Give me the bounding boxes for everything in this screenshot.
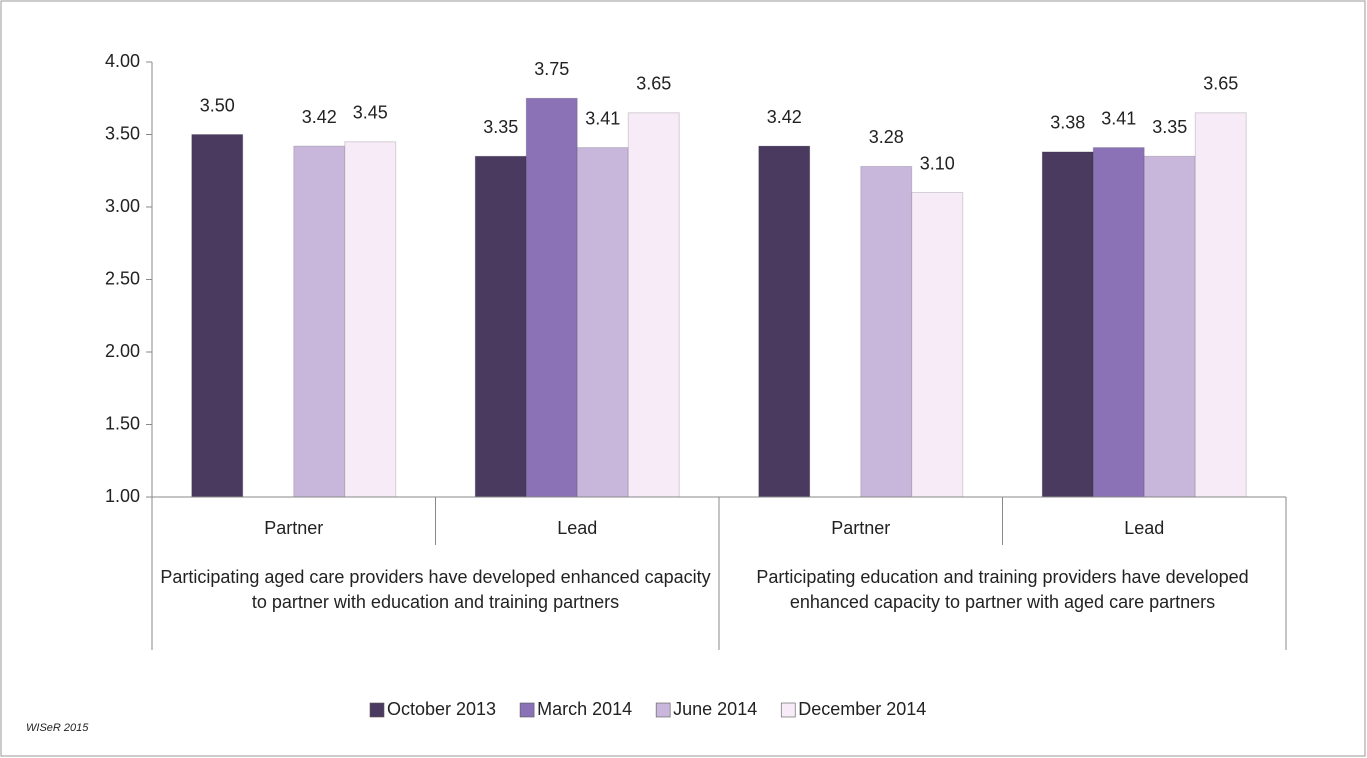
- legend-label: June 2014: [673, 699, 757, 719]
- value-label: 3.41: [585, 108, 620, 128]
- y-tick-label: 2.50: [105, 268, 140, 288]
- x-tick-label: Partner: [831, 518, 890, 538]
- bar: [293, 145, 346, 498]
- legend-swatch: [780, 702, 796, 718]
- legend-swatch: [369, 702, 385, 718]
- bar: [1194, 112, 1247, 498]
- bar: [911, 192, 964, 498]
- bar: [344, 141, 397, 498]
- value-label: 3.75: [534, 59, 569, 79]
- value-label: 3.41: [1101, 108, 1136, 128]
- value-label: 3.65: [1203, 74, 1238, 94]
- bar: [860, 165, 913, 498]
- y-tick-label: 1.50: [105, 413, 140, 433]
- bar: [1143, 155, 1196, 498]
- group-label: Participating education and training pro…: [756, 567, 1249, 612]
- value-label: 3.38: [1050, 113, 1085, 133]
- source-note: WISeR 2015: [26, 722, 89, 734]
- legend-label: October 2013: [387, 699, 496, 719]
- value-label: 3.50: [200, 95, 235, 115]
- y-tick-label: 4.00: [105, 51, 140, 71]
- y-tick-label: 3.00: [105, 196, 140, 216]
- y-tick-label: 3.50: [105, 123, 140, 143]
- bar: [1041, 151, 1094, 498]
- legend-swatch: [519, 702, 535, 718]
- group-label: Participating aged care providers have d…: [160, 567, 711, 612]
- bar: [758, 145, 811, 498]
- y-tick-label: 1.00: [105, 486, 140, 506]
- value-label: 3.65: [636, 74, 671, 94]
- legend-swatch: [655, 702, 671, 718]
- x-tick-label: Lead: [557, 518, 597, 538]
- bar: [627, 112, 680, 498]
- bar: [474, 155, 527, 498]
- value-label: 3.45: [353, 103, 388, 123]
- bar: [1092, 147, 1145, 498]
- bar: [525, 97, 578, 498]
- x-tick-label: Lead: [1124, 518, 1164, 538]
- value-label: 3.35: [483, 117, 518, 137]
- value-label: 3.10: [920, 153, 955, 173]
- legend-label: December 2014: [798, 699, 926, 719]
- legend-label: March 2014: [537, 699, 632, 719]
- value-label: 3.35: [1152, 117, 1187, 137]
- value-label: 3.42: [767, 107, 802, 127]
- value-label: 3.42: [302, 107, 337, 127]
- bar: [191, 134, 244, 498]
- value-label: 3.28: [869, 127, 904, 147]
- bar: [576, 147, 629, 498]
- x-tick-label: Partner: [264, 518, 323, 538]
- y-tick-label: 2.00: [105, 341, 140, 361]
